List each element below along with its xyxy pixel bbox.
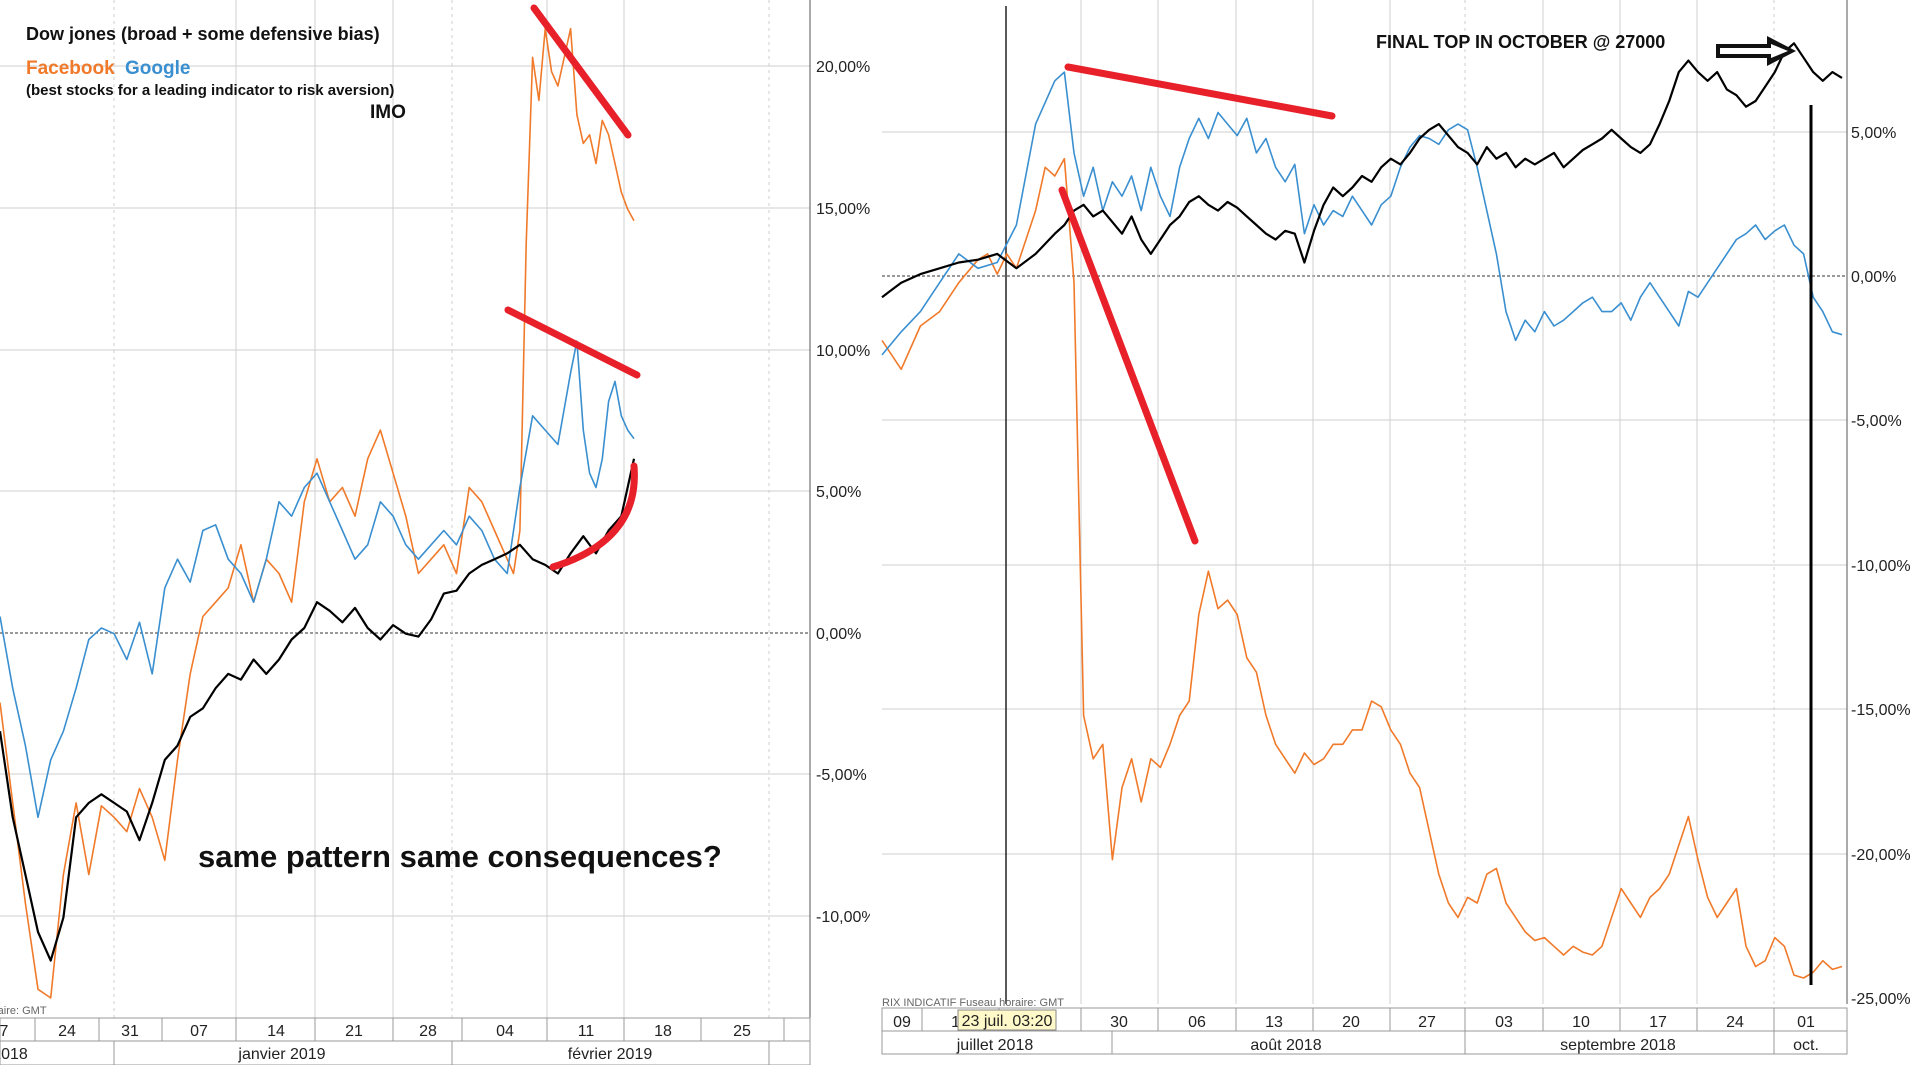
right-x-tick: 27 [1418, 1014, 1436, 1031]
right-y-tick: -20,00% [1851, 847, 1911, 864]
legend-google: Google [125, 58, 190, 79]
left-month-label: janvier 2019 [237, 1046, 325, 1063]
left-x-tick: 28 [419, 1023, 437, 1040]
right-y-tick: 5,00% [1851, 125, 1896, 142]
right-red-trendline-facebook [1058, 186, 1199, 545]
left-annotation-text: same pattern same consequences? [198, 839, 722, 874]
right-footer: RIX INDICATIF Fuseau horaire: GMT [882, 997, 1064, 1009]
right-series-facebook [881, 157, 1843, 979]
left-red-trendline-google [504, 306, 641, 379]
right-red-trendline-google [1064, 63, 1336, 120]
right-x-tick: 20 [1342, 1014, 1360, 1031]
left-x-tick: 18 [654, 1023, 672, 1040]
right-x-tick: 03 [1495, 1014, 1513, 1031]
left-x-tick: 14 [267, 1023, 285, 1040]
right-y-tick: -10,00% [1851, 558, 1911, 575]
right-annotations [1058, 63, 1336, 545]
right-x-tick: 01 [1797, 1014, 1815, 1031]
right-month-label: oct. [1793, 1037, 1819, 1054]
right-chart-title: FINAL TOP IN OCTOBER @ 27000 [1376, 32, 1665, 52]
left-panel: 20,00% 15,00% 10,00% 5,00% 0,00% -5,00% … [0, 0, 876, 1065]
left-x-tick: 24 [58, 1023, 76, 1040]
left-red-trendline-facebook [530, 4, 632, 139]
left-month-label: février 2019 [568, 1046, 653, 1063]
left-x-tick: 04 [496, 1023, 514, 1040]
left-annotations [504, 4, 641, 571]
left-x-tick: 7 [0, 1023, 9, 1040]
arrow-icon [1716, 36, 1796, 66]
left-x-tick: 25 [733, 1023, 751, 1040]
right-month-label: septembre 2018 [1560, 1037, 1676, 1054]
right-x-tick: 30 [1110, 1014, 1128, 1031]
right-series-dow [881, 42, 1843, 299]
left-x-tick: 11 [578, 1023, 595, 1040]
right-x-tick: 17 [1649, 1014, 1667, 1031]
left-x-tick: 21 [345, 1023, 363, 1040]
legend-imo: IMO [370, 102, 406, 123]
left-red-curve-dow [549, 462, 638, 571]
left-y-tick: 0,00% [816, 626, 861, 643]
right-x-tick: 06 [1188, 1014, 1206, 1031]
left-y-tick: 10,00% [816, 343, 870, 360]
legend-facebook: Facebook [26, 58, 115, 79]
right-y-tick: -5,00% [1851, 413, 1902, 430]
left-x-tick: 31 [121, 1023, 139, 1040]
left-y-tick: 5,00% [816, 484, 861, 501]
right-month-label: juillet 2018 [956, 1037, 1034, 1054]
cursor-tooltip-label: 23 juil. 03:20 [962, 1013, 1053, 1030]
left-y-tick: 15,00% [816, 201, 870, 218]
left-series-facebook [0, 27, 635, 999]
left-series-dow [0, 458, 636, 962]
right-y-tick: -25,00% [1851, 991, 1911, 1008]
left-chart-title: Dow jones (broad + some defensive bias) [26, 24, 380, 44]
right-x-tick: 09 [893, 1014, 911, 1031]
cursor-tooltip[interactable] [957, 1009, 1057, 1031]
right-x-tick: 13 [1265, 1014, 1283, 1031]
right-y-tick: 0,00% [1851, 269, 1896, 286]
right-y-tick: -15,00% [1851, 702, 1911, 719]
left-footer: raire: GMT [0, 1005, 47, 1017]
right-panel: 5,00% 0,00% -5,00% -10,00% -15,00% -20,0… [881, 0, 1911, 1055]
left-x-tick: 07 [190, 1023, 208, 1040]
right-x-tick: 10 [1572, 1014, 1590, 1031]
left-y-tick: -5,00% [816, 767, 867, 784]
left-y-tick: -10,00% [816, 909, 876, 926]
right-x-tick: 24 [1726, 1014, 1744, 1031]
legend-note: (best stocks for a leading indicator to … [26, 82, 394, 99]
panel-separator [870, 0, 882, 1065]
left-y-tick: 20,00% [816, 59, 870, 76]
right-series-group [881, 42, 1843, 979]
left-month-label: 2018 [0, 1046, 28, 1063]
right-month-label: août 2018 [1250, 1037, 1321, 1054]
